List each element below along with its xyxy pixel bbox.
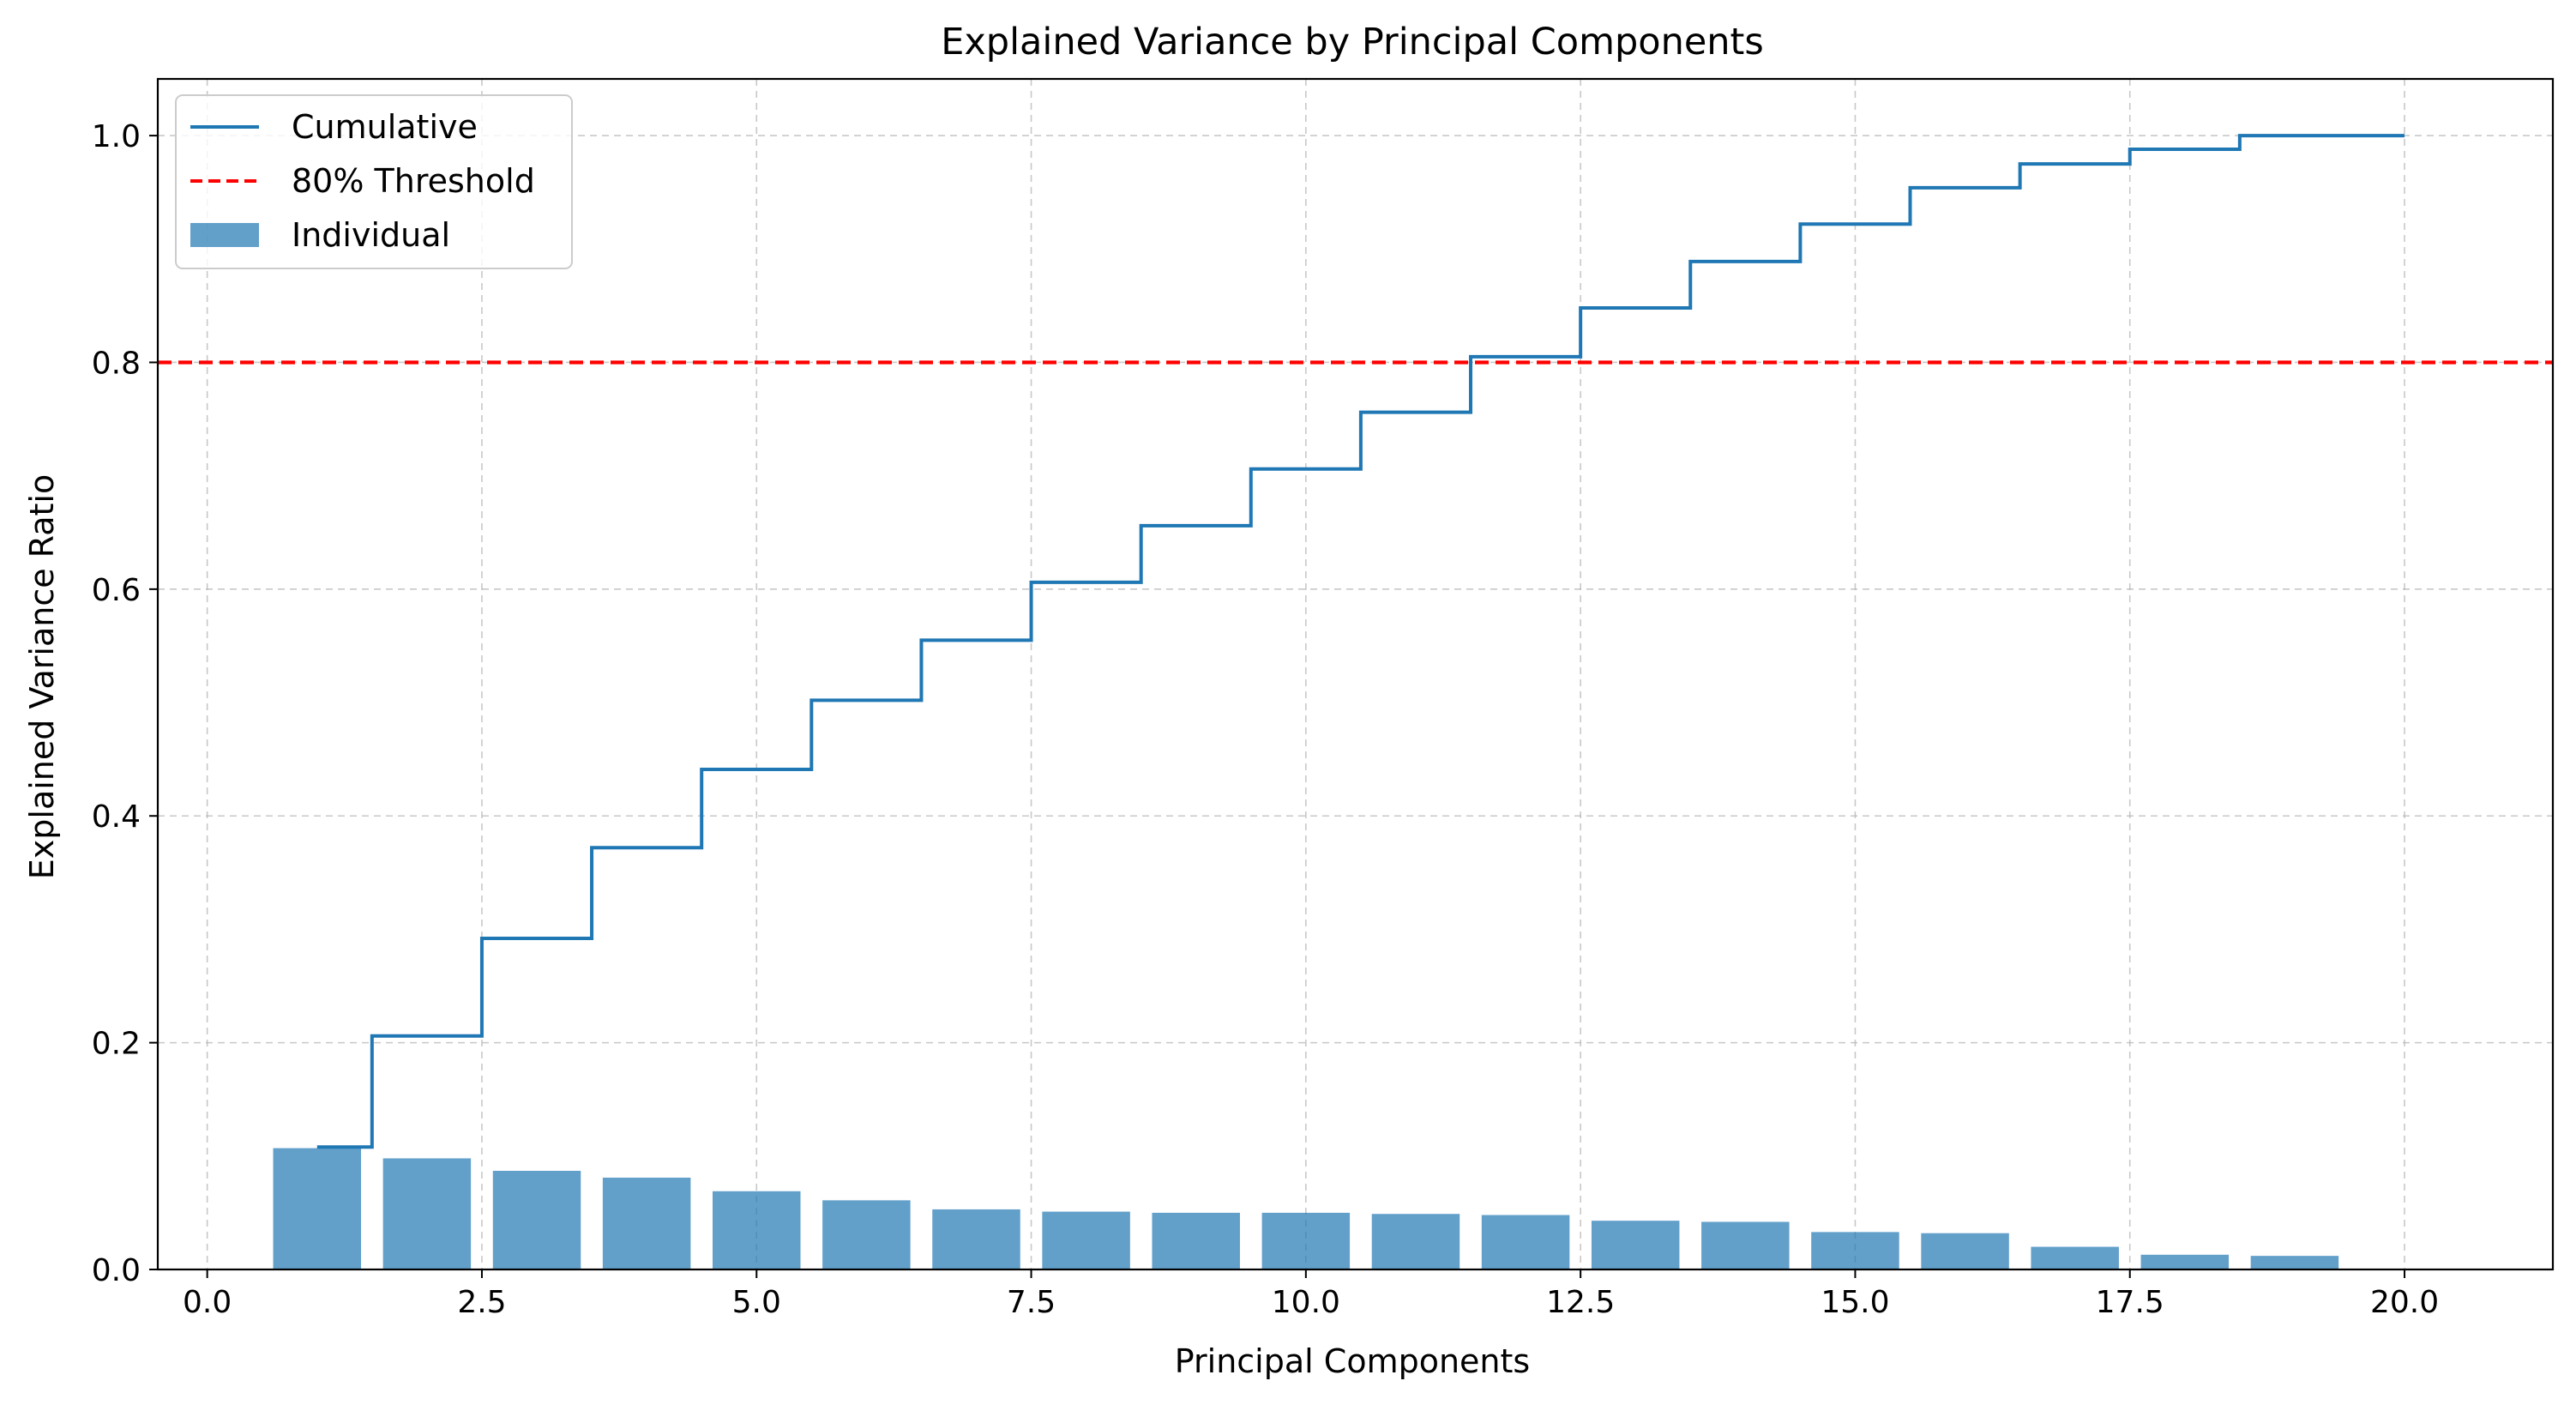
bar-individual-pc18 xyxy=(2140,1254,2230,1269)
x-tick-label: 17.5 xyxy=(2096,1285,2164,1320)
legend-label-cumulative: Cumulative xyxy=(292,108,478,146)
bar-individual-pc2 xyxy=(382,1158,472,1269)
bar-individual-pc3 xyxy=(492,1170,581,1269)
bar-individual-pc10 xyxy=(1261,1212,1351,1269)
legend-label-individual: Individual xyxy=(292,216,450,254)
cumulative-step-line xyxy=(316,134,2405,1149)
bars-individual xyxy=(273,1148,2339,1269)
y-tick-label: 0.6 xyxy=(92,573,141,608)
legend: Cumulative 80% Threshold Individual xyxy=(175,94,573,269)
bar-individual-pc15 xyxy=(1811,1232,1899,1269)
bar-individual-pc4 xyxy=(602,1177,691,1269)
y-tick-label: 0.4 xyxy=(92,799,141,835)
bar-individual-pc5 xyxy=(713,1191,801,1269)
bar-individual-pc17 xyxy=(2031,1246,2119,1269)
bar-individual-pc13 xyxy=(1591,1221,1680,1269)
y-axis-label: Explained Variance Ratio xyxy=(23,474,61,879)
y-tick-label: 0.2 xyxy=(92,1027,141,1062)
x-tick-label: 10.0 xyxy=(1272,1285,1340,1320)
chart-title: Explained Variance by Principal Componen… xyxy=(941,21,1764,63)
ticks: 0.0 2.5 5.0 7.5 10.0 12.5 15.0 17.5 20.0 0.0 0.2 0.… xyxy=(92,119,2439,1320)
plot-frame xyxy=(156,77,2555,1271)
y-tick-label: 0.0 xyxy=(92,1253,141,1288)
bar-individual-pc14 xyxy=(1701,1221,1790,1269)
x-axis-label: Principal Components xyxy=(1175,1342,1530,1380)
bar-individual-pc9 xyxy=(1152,1212,1240,1269)
y-tick-label: 1.0 xyxy=(92,119,141,154)
x-tick-label: 20.0 xyxy=(2370,1285,2439,1320)
bar-individual-pc7 xyxy=(932,1209,1020,1269)
legend-swatch-individual xyxy=(190,223,259,247)
bar-individual-pc1 xyxy=(273,1148,362,1269)
bar-individual-pc12 xyxy=(1481,1215,1570,1269)
x-tick-label: 12.5 xyxy=(1546,1285,1615,1320)
lines xyxy=(158,134,2553,1149)
y-tick-label: 0.8 xyxy=(92,346,141,381)
bar-individual-pc19 xyxy=(2250,1256,2339,1269)
bar-individual-pc16 xyxy=(1921,1233,2009,1269)
x-tick-label: 5.0 xyxy=(732,1285,781,1320)
bar-individual-pc11 xyxy=(1371,1214,1460,1269)
x-tick-label: 15.0 xyxy=(1821,1285,1889,1320)
bar-individual-pc6 xyxy=(822,1200,911,1269)
bar-individual-pc8 xyxy=(1042,1211,1130,1269)
legend-box xyxy=(175,94,573,269)
legend-label-threshold: 80% Threshold xyxy=(292,162,535,200)
x-tick-label: 0.0 xyxy=(183,1285,232,1320)
x-tick-label: 2.5 xyxy=(457,1285,506,1320)
x-tick-label: 7.5 xyxy=(1007,1285,1056,1320)
